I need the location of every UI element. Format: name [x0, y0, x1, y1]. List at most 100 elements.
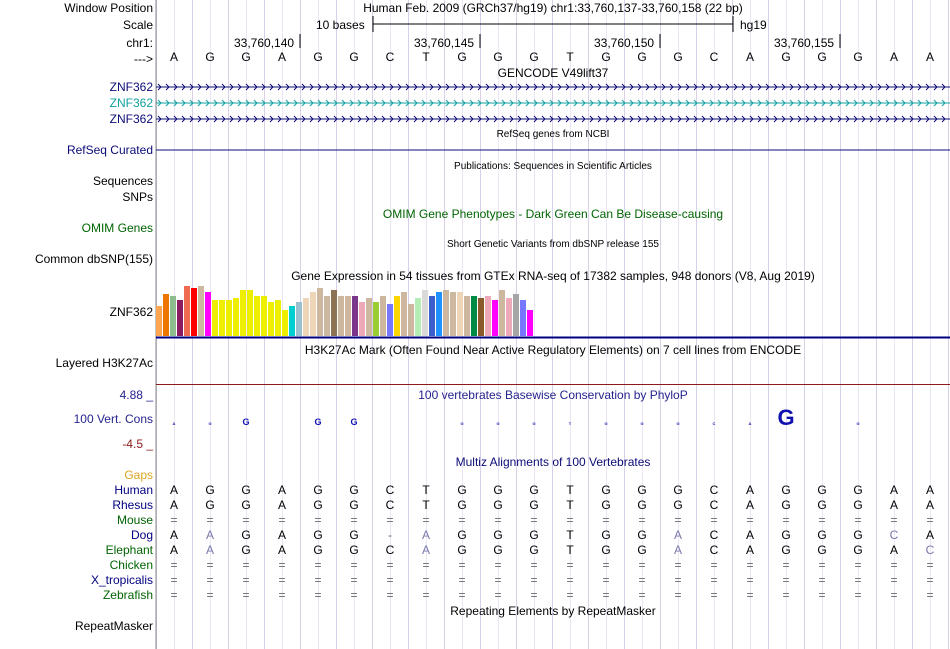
- gene-arrow: [621, 99, 626, 107]
- species-label[interactable]: X_tropicalis: [90, 573, 153, 587]
- gene-arrow: [893, 115, 898, 123]
- cons-track-label[interactable]: 100 Vert. Cons: [73, 412, 153, 426]
- alignment-base: =: [602, 558, 610, 572]
- gtex-track-label[interactable]: ZNF362: [109, 305, 153, 319]
- dbsnp-track-label[interactable]: Common dbSNP(155): [34, 252, 153, 266]
- alignment-base: G: [781, 483, 791, 497]
- gene-arrow: [765, 83, 770, 91]
- gene-arrow: [773, 99, 778, 107]
- refseq-track-label[interactable]: RefSeq Curated: [66, 143, 153, 157]
- pubs-snps-label[interactable]: SNPs: [122, 190, 153, 204]
- gene-arrow: [757, 115, 762, 123]
- gtex-bar: [268, 302, 274, 336]
- gene-arrow: [245, 99, 250, 107]
- alignment-base: =: [566, 588, 574, 602]
- gene-arrow: [581, 83, 586, 91]
- alignment-base: C: [925, 543, 935, 557]
- species-label[interactable]: Elephant: [105, 543, 153, 557]
- gencode-item-label[interactable]: ZNF362: [109, 112, 153, 126]
- h3k27ac-track-label[interactable]: Layered H3K27Ac: [55, 356, 153, 370]
- alignment-base: =: [314, 558, 322, 572]
- scale-db-text: hg19: [740, 18, 767, 32]
- species-label[interactable]: Human: [114, 483, 153, 497]
- alignment-base: =: [674, 558, 682, 572]
- gene-arrow: [221, 115, 226, 123]
- omim-track-label[interactable]: OMIM Genes: [81, 221, 153, 235]
- rmsk-track-label[interactable]: RepeatMasker: [74, 619, 153, 633]
- species-label[interactable]: Rhesus: [112, 498, 153, 512]
- gene-arrow: [341, 99, 346, 107]
- pubs-sequences-label[interactable]: Sequences: [92, 174, 153, 188]
- gencode-item-label[interactable]: ZNF362: [109, 80, 153, 94]
- gencode-item-label[interactable]: ZNF362: [109, 96, 153, 110]
- gene-arrow: [477, 83, 482, 91]
- gene-arrow: [765, 115, 770, 123]
- gene-arrow: [645, 99, 650, 107]
- alignment-base: G: [637, 528, 647, 542]
- species-label[interactable]: Mouse: [116, 513, 153, 527]
- gene-arrow: [373, 99, 378, 107]
- gene-arrow: [293, 99, 298, 107]
- alignment-base: =: [638, 573, 646, 587]
- gene-arrow: [909, 83, 914, 91]
- cons-letter: G: [460, 421, 463, 426]
- gene-arrow: [693, 115, 698, 123]
- alignment-base: G: [601, 498, 611, 512]
- cons-letter: T: [569, 421, 572, 426]
- gtex-bar: [422, 290, 428, 336]
- alignment-base: =: [818, 588, 826, 602]
- gene-arrow: [733, 115, 738, 123]
- cons-letter: C: [713, 421, 716, 426]
- alignment-base: =: [422, 588, 430, 602]
- gene-arrow: [509, 99, 514, 107]
- gene-arrow: [309, 83, 314, 91]
- base-letter: C: [385, 50, 395, 64]
- base-letter: T: [566, 50, 574, 64]
- species-label[interactable]: Zebrafish: [102, 588, 153, 602]
- gene-arrow: [389, 99, 394, 107]
- gene-arrow: [437, 99, 442, 107]
- gene-arrow: [301, 83, 306, 91]
- base-letter: G: [241, 50, 251, 64]
- gene-arrow: [397, 99, 402, 107]
- alignment-base: G: [529, 528, 539, 542]
- alignment-base: G: [205, 498, 215, 512]
- alignment-base: =: [818, 513, 826, 527]
- alignment-base: G: [493, 528, 503, 542]
- gtex-bar: [415, 298, 421, 336]
- alignment-base: =: [314, 588, 322, 602]
- cons-letter: A: [173, 421, 176, 426]
- dbsnp-track-title: Short Genetic Variants from dbSNP releas…: [447, 239, 659, 250]
- gene-arrow: [405, 83, 410, 91]
- gene-arrow: [885, 99, 890, 107]
- gtex-bar: [240, 290, 246, 336]
- gene-arrow: [181, 115, 186, 123]
- multiz-track-title: Multiz Alignments of 100 Vertebrates: [455, 455, 651, 469]
- gene-arrow: [877, 99, 882, 107]
- alignment-base: =: [422, 573, 430, 587]
- alignment-base: =: [170, 558, 178, 572]
- gene-arrow: [541, 115, 546, 123]
- gene-arrow: [621, 83, 626, 91]
- gene-arrow: [613, 99, 618, 107]
- gene-arrow: [933, 115, 938, 123]
- gtex-bar: [436, 292, 442, 336]
- gene-arrow: [469, 115, 474, 123]
- gene-arrow: [469, 99, 474, 107]
- alignment-base: =: [422, 558, 430, 572]
- gene-arrow: [613, 115, 618, 123]
- gene-arrow: [709, 115, 714, 123]
- species-label[interactable]: Dog: [130, 528, 153, 542]
- gtex-bar: [401, 292, 407, 336]
- alignment-base: G: [313, 528, 323, 542]
- cons-min-label: -4.5 _: [122, 437, 153, 451]
- alignment-base: =: [494, 513, 502, 527]
- species-label[interactable]: Chicken: [109, 558, 153, 572]
- alignment-base: =: [890, 573, 898, 587]
- alignment-base: =: [602, 588, 610, 602]
- alignment-base: =: [782, 588, 790, 602]
